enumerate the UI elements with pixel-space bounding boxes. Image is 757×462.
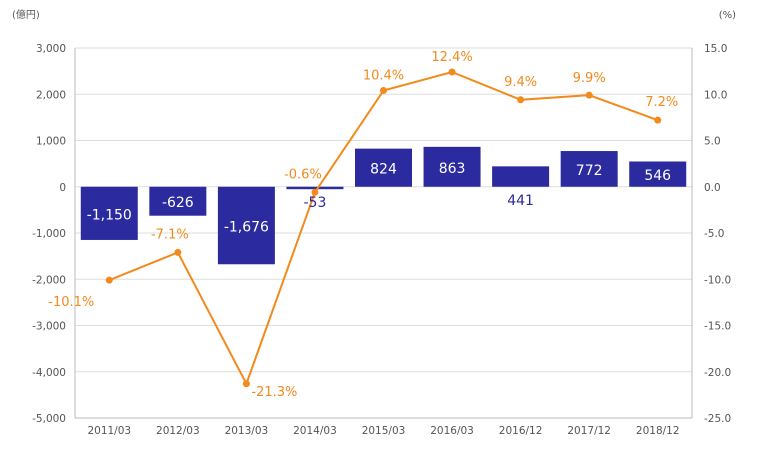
data-labels: -1,150 -626 -1,676 -53 824 863 441 772 546 -10.1%… bbox=[48, 50, 678, 400]
right-tick-label: 10.0 bbox=[704, 89, 727, 101]
bar-value-label: -1,150 bbox=[87, 207, 132, 223]
left-tick-label: -2,000 bbox=[32, 274, 66, 286]
bar-value-label: -53 bbox=[304, 195, 327, 211]
line-value-label: -0.6% bbox=[284, 167, 322, 182]
left-tick-label: -4,000 bbox=[32, 367, 66, 379]
x-tick-label: 2018/12 bbox=[636, 425, 680, 437]
right-tick-label: -5.0 bbox=[704, 228, 725, 240]
bar bbox=[560, 151, 618, 187]
bar-value-label: 441 bbox=[507, 193, 534, 209]
left-tick-label: -3,000 bbox=[32, 321, 66, 333]
line-value-label: 9.4% bbox=[504, 75, 537, 90]
line-series bbox=[105, 68, 662, 388]
line-value-label: 12.4% bbox=[431, 50, 472, 65]
line-point bbox=[380, 87, 387, 95]
line-point bbox=[517, 96, 525, 104]
line-path bbox=[108, 70, 659, 387]
x-tick-label: 2012/03 bbox=[156, 425, 200, 437]
right-tick-label: 5.0 bbox=[704, 136, 721, 148]
line-value-label: -10.1% bbox=[48, 295, 94, 310]
line-value-label: -21.3% bbox=[251, 385, 297, 400]
bar bbox=[492, 166, 550, 187]
line-point bbox=[311, 188, 319, 196]
bar-value-label: 824 bbox=[370, 162, 397, 178]
left-axis-unit-label: (億円) bbox=[12, 8, 40, 21]
left-tick-label: 2,000 bbox=[36, 89, 66, 101]
right-tick-label: -25.0 bbox=[704, 413, 731, 425]
left-tick-label: 1,000 bbox=[36, 136, 66, 148]
right-axis-unit-label: (%) bbox=[719, 10, 736, 21]
line-value-label: 9.9% bbox=[573, 71, 606, 86]
bar-value-label: -626 bbox=[162, 195, 194, 211]
line-point bbox=[448, 68, 456, 76]
bar bbox=[629, 161, 687, 187]
right-tick-label: -15.0 bbox=[704, 321, 731, 333]
left-tick-label: 3,000 bbox=[36, 43, 66, 55]
bar-value-label: 546 bbox=[644, 168, 671, 184]
bar bbox=[423, 146, 481, 187]
bar-value-label: 772 bbox=[576, 163, 603, 179]
left-tick-label: -5,000 bbox=[32, 413, 66, 425]
line-point bbox=[585, 91, 593, 99]
bar bbox=[80, 186, 138, 240]
x-tick-label: 2016/12 bbox=[499, 425, 543, 437]
bar bbox=[355, 148, 412, 187]
line-point bbox=[105, 276, 113, 284]
right-tick-label: 15.0 bbox=[704, 43, 727, 55]
line-point bbox=[174, 248, 182, 256]
x-tick-label: 2016/03 bbox=[430, 425, 474, 437]
right-tick-label: -10.0 bbox=[704, 274, 731, 286]
line-value-label: -7.1% bbox=[151, 227, 189, 242]
right-tick-label: -20.0 bbox=[704, 367, 731, 379]
x-tick-label: 2015/03 bbox=[362, 425, 406, 437]
x-tick-label: 2011/03 bbox=[87, 425, 131, 437]
line-point bbox=[242, 380, 250, 388]
line-value-label: 10.4% bbox=[363, 69, 404, 84]
bar-value-label: 863 bbox=[439, 161, 466, 177]
bar bbox=[149, 186, 207, 216]
line-point bbox=[654, 116, 662, 124]
bar bbox=[217, 186, 275, 265]
x-tick-label: 2013/03 bbox=[225, 425, 269, 437]
left-tick-label: -1,000 bbox=[32, 228, 66, 240]
bar bbox=[286, 186, 344, 190]
x-tick-label: 2014/03 bbox=[293, 425, 337, 437]
line-value-label: 7.2% bbox=[645, 95, 678, 110]
left-tick-label: 0 bbox=[59, 182, 66, 194]
right-tick-label: 0.0 bbox=[704, 182, 721, 194]
x-tick-label: 2017/12 bbox=[567, 425, 611, 437]
bar-value-label: -1,676 bbox=[224, 220, 269, 236]
bar-series bbox=[80, 146, 687, 265]
axes: 3,000 2,000 1,000 0 -1,000 -2,000 -3,000 -4,000… bbox=[32, 43, 731, 437]
